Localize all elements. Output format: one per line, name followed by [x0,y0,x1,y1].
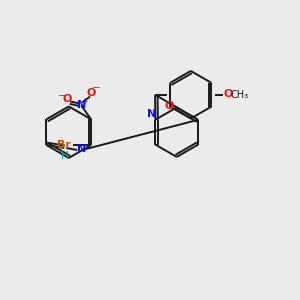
Text: N: N [76,100,86,110]
Text: −: − [58,91,67,100]
Text: N: N [76,144,86,154]
Text: O: O [164,101,174,111]
Text: −: − [92,82,100,93]
Text: H: H [61,151,69,161]
Text: O: O [63,94,72,104]
Text: O: O [86,88,96,98]
Text: O: O [224,89,233,99]
Text: CH₃: CH₃ [230,90,248,100]
Text: +: + [81,97,87,106]
Text: N: N [147,109,156,119]
Text: Br: Br [57,140,71,150]
